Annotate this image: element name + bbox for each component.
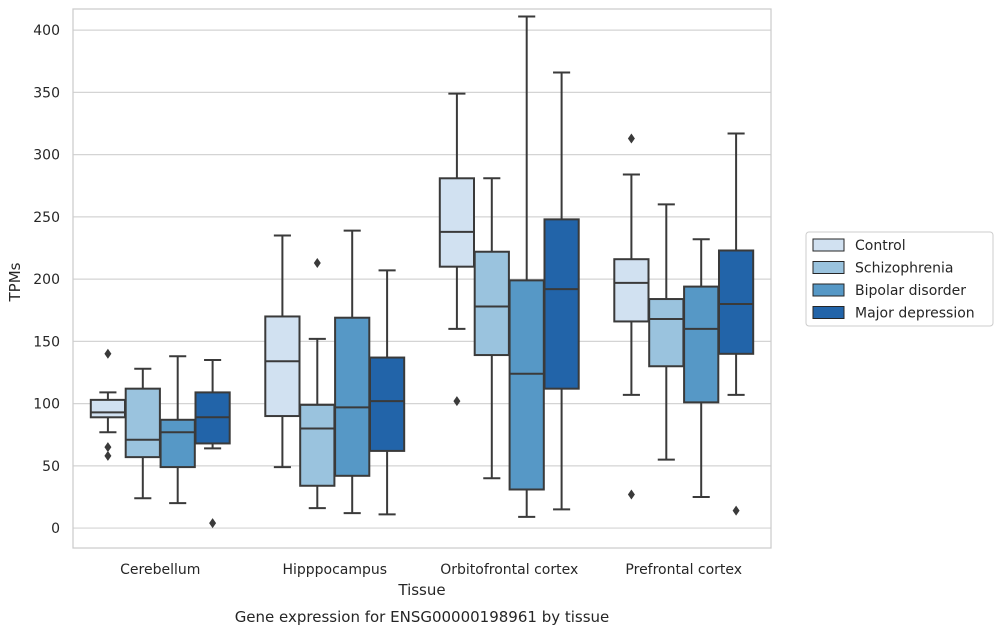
box-schizophrenia-hipppocampus — [299, 257, 336, 510]
legend-label-control: Control — [855, 238, 906, 254]
box-body — [368, 356, 406, 452]
box-schizophrenia-orbitofrontal-cortex — [473, 177, 510, 480]
box-schizophrenia-prefrontal-cortex — [648, 203, 685, 461]
outlier-point-0 — [313, 257, 321, 268]
box-body — [89, 398, 127, 419]
x-tick-cerebellum: Cerebellum — [120, 562, 200, 578]
box-body — [159, 418, 196, 469]
y-tick-50: 50 — [42, 459, 60, 475]
legend-swatch-major-depression — [812, 306, 845, 319]
box-body — [683, 285, 720, 404]
box-body — [543, 218, 580, 390]
y-tick-300: 300 — [33, 148, 60, 164]
x-axis-label: Tissue — [397, 581, 445, 599]
box-body — [299, 403, 336, 487]
y-tick-150: 150 — [33, 334, 60, 350]
y-tick-400: 400 — [33, 23, 60, 39]
box-body — [264, 315, 301, 418]
y-tick-labels: 0 50 100 150 200 250 300 350 400 — [33, 23, 60, 537]
box-body — [473, 250, 510, 357]
box-bipolar-disorder-prefrontal-cortex — [683, 238, 720, 498]
legend-label-schizophrenia: Schizophrenia — [855, 261, 953, 277]
box-bipolar-disorder-cerebellum — [159, 355, 196, 505]
x-tick-prefrontal-cortex: Prefrontal cortex — [625, 562, 742, 578]
box-control-prefrontal-cortex — [613, 133, 650, 500]
legend-frame — [805, 231, 994, 327]
box-bipolar-disorder-hipppocampus — [334, 229, 371, 515]
box-schizophrenia-cerebellum — [124, 367, 161, 500]
x-tick-orbitofrontal-cortex: Orbitofrontal cortex — [440, 562, 578, 578]
box-control-hipppocampus — [264, 234, 301, 469]
box-control-cerebellum — [89, 348, 127, 461]
box-major-depression-cerebellum — [194, 359, 231, 529]
box-body — [334, 316, 371, 477]
y-tick-100: 100 — [33, 397, 60, 413]
legend-swatch-control — [812, 238, 845, 252]
box-body — [613, 258, 650, 323]
legend-label-bipolar-disorder: Bipolar disorder — [855, 283, 966, 299]
outlier-point-0 — [104, 348, 112, 359]
legend-label-major-depression: Major depression — [855, 306, 975, 322]
outlier-point-0 — [732, 505, 740, 516]
outlier-point-0 — [209, 518, 217, 529]
box-major-depression-hipppocampus — [368, 269, 406, 516]
legend: Control Schizophrenia Bipolar disorder Majo… — [805, 231, 994, 327]
outlier-point-1 — [104, 442, 112, 453]
y-tick-350: 350 — [33, 85, 60, 101]
y-tick-250: 250 — [33, 210, 60, 226]
outlier-point-2 — [104, 450, 112, 461]
box-body — [124, 387, 161, 459]
y-tick-0: 0 — [51, 521, 60, 537]
box-series — [89, 15, 755, 529]
y-axis-label: TPMs — [6, 262, 24, 302]
box-bipolar-disorder-orbitofrontal-cortex — [508, 15, 545, 518]
outlier-point-0 — [627, 133, 635, 144]
box-body — [717, 249, 755, 355]
box-body — [438, 177, 476, 268]
y-tick-200: 200 — [33, 272, 60, 288]
x-tick-hipppocampus: Hipppocampus — [282, 562, 387, 578]
x-tick-labels: Cerebellum Hipppocampus Orbitofrontal cort… — [120, 562, 742, 578]
box-major-depression-prefrontal-cortex — [717, 132, 755, 516]
box-body — [648, 298, 685, 368]
legend-swatch-bipolar-disorder — [812, 283, 845, 297]
box-body — [508, 279, 545, 491]
outlier-point-1 — [627, 489, 635, 500]
outlier-point-0 — [453, 396, 461, 407]
chart-caption: Gene expression for ENSG00000198961 by t… — [235, 608, 610, 626]
box-control-orbitofrontal-cortex — [438, 92, 476, 407]
legend-swatch-schizophrenia — [812, 261, 845, 274]
plot-area-frame — [72, 8, 772, 549]
box-major-depression-orbitofrontal-cortex — [543, 71, 580, 511]
